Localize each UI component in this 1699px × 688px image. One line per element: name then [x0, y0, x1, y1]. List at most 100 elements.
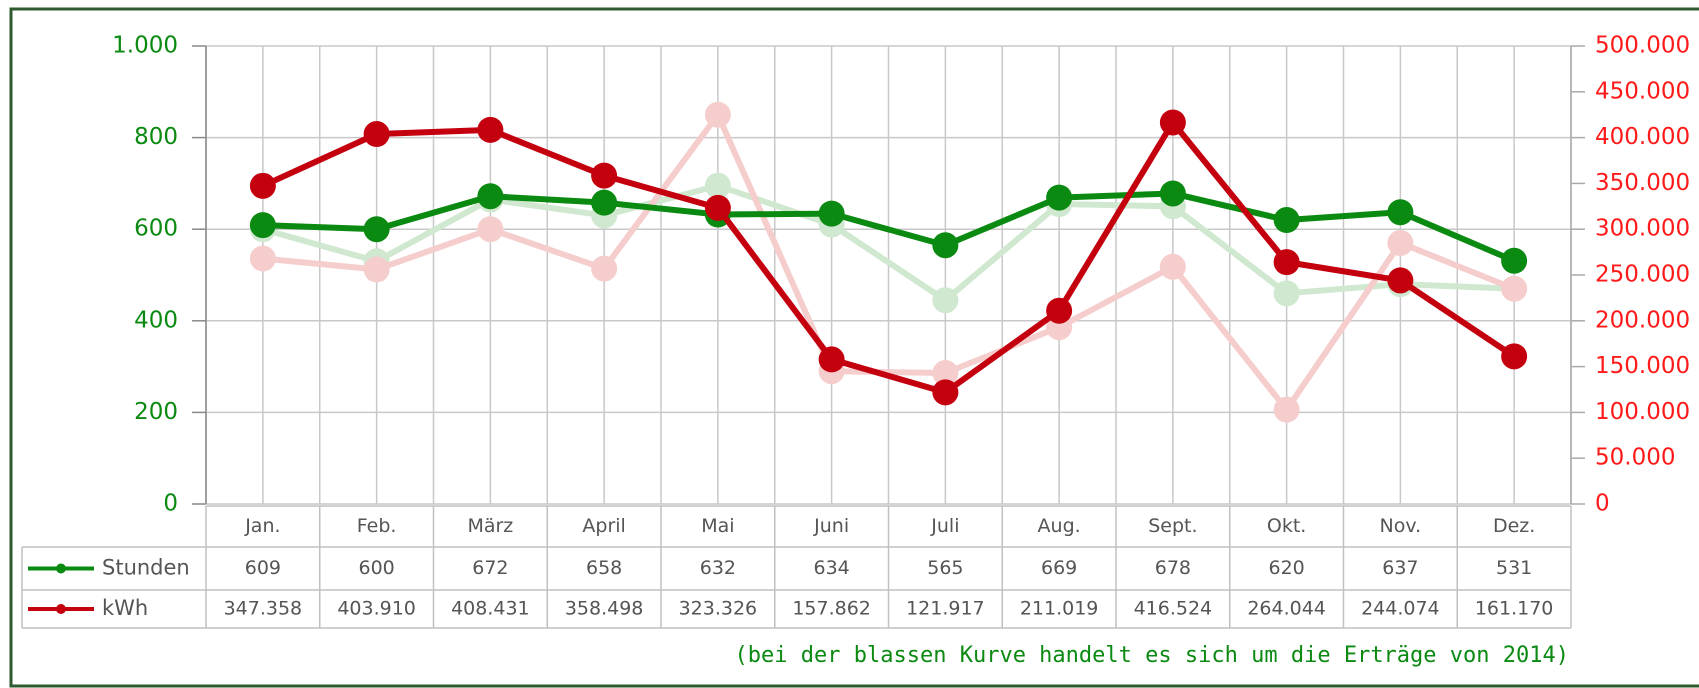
point — [932, 232, 959, 259]
table-cell: 531 — [1496, 557, 1532, 579]
point — [249, 172, 276, 199]
table-cell: 347.358 — [224, 598, 303, 620]
y-tick-label: 200 — [134, 399, 178, 425]
point — [591, 255, 618, 282]
point — [1387, 267, 1414, 294]
y2-tick-label: 150.000 — [1595, 353, 1690, 379]
table-cell: 669 — [1041, 557, 1077, 579]
point — [363, 121, 390, 148]
line — [262, 190, 1516, 264]
legend-label: Stunden — [102, 556, 190, 580]
table-cell: 632 — [700, 557, 736, 579]
table-cell: 678 — [1155, 557, 1191, 579]
table-cell: 264.044 — [1247, 598, 1326, 620]
point — [1501, 275, 1528, 302]
point — [477, 116, 504, 143]
point — [363, 216, 390, 243]
point — [591, 189, 618, 216]
y2-tick-label: 50.000 — [1595, 445, 1675, 471]
point — [932, 360, 959, 387]
point — [1387, 199, 1414, 226]
x-tick-label: Juni — [813, 515, 849, 537]
x-tick-label: März — [467, 515, 513, 537]
point — [1273, 280, 1300, 307]
table-cell: 323.326 — [679, 598, 758, 620]
table-cell: 620 — [1268, 557, 1304, 579]
x-tick-label: Juli — [930, 515, 959, 537]
point — [704, 194, 731, 221]
y2-tick-label: 350.000 — [1595, 170, 1690, 196]
point — [1273, 207, 1300, 234]
table-cell: 672 — [472, 557, 508, 579]
point — [1159, 109, 1186, 136]
y2-tick-label: 0 — [1595, 491, 1610, 517]
point — [704, 172, 731, 199]
table-cell: 408.431 — [451, 598, 530, 620]
point — [1046, 297, 1073, 324]
point — [363, 256, 390, 283]
point — [932, 287, 959, 314]
table-cell: 358.498 — [565, 598, 644, 620]
table-cell: 634 — [813, 557, 849, 579]
point — [591, 162, 618, 189]
x-tick-label: Feb. — [357, 515, 397, 537]
y2-tick-label: 100.000 — [1595, 399, 1690, 425]
x-tick-label: Dez. — [1493, 515, 1535, 537]
x-tick-label: Okt. — [1267, 515, 1306, 537]
y-tick-label: 400 — [134, 307, 178, 333]
table-cell: 416.524 — [1134, 598, 1213, 620]
x-tick-label: Nov. — [1380, 515, 1422, 537]
table-cell: 244.074 — [1361, 598, 1440, 620]
point — [818, 200, 845, 227]
x-tick-label: Aug. — [1038, 515, 1081, 537]
table-cell: 403.910 — [337, 598, 416, 620]
point — [1159, 180, 1186, 207]
table-cell: 157.862 — [792, 598, 871, 620]
x-tick-label: Jan. — [244, 515, 280, 537]
annotation: (bei der blassen Kurve handelt es sich u… — [735, 643, 1569, 668]
y-tick-label: 1.000 — [112, 33, 178, 59]
legend-marker — [56, 563, 66, 574]
point — [477, 216, 504, 243]
table-cell: 121.917 — [906, 598, 985, 620]
table-cell: 637 — [1382, 557, 1418, 579]
y2-tick-label: 200.000 — [1595, 307, 1690, 333]
x-tick-label: April — [582, 515, 625, 537]
point — [249, 245, 276, 272]
point — [1159, 253, 1186, 280]
point — [932, 379, 959, 406]
table-cell: 658 — [586, 557, 622, 579]
point — [1501, 343, 1528, 370]
point — [704, 101, 731, 128]
x-tick-label: Mai — [701, 515, 734, 537]
line — [262, 111, 1516, 413]
y-tick-label: 0 — [163, 491, 178, 517]
point — [249, 212, 276, 239]
table-cell: 211.019 — [1020, 598, 1099, 620]
y2-tick-label: 400.000 — [1595, 124, 1690, 150]
table-cell: 161.170 — [1475, 598, 1554, 620]
y2-tick-label: 450.000 — [1595, 78, 1690, 104]
point — [1273, 396, 1300, 423]
point — [818, 346, 845, 373]
y2-tick-label: 500.000 — [1595, 33, 1690, 59]
frame — [9, 7, 1699, 688]
y2-tick-label: 300.000 — [1595, 216, 1690, 242]
point — [1273, 249, 1300, 276]
line — [262, 182, 1515, 304]
point — [1387, 229, 1414, 256]
point — [477, 183, 504, 210]
table-cell: 565 — [927, 557, 963, 579]
y-tick-label: 600 — [134, 216, 178, 242]
line — [261, 119, 1516, 396]
table-cell: 609 — [245, 557, 281, 579]
legend-marker — [56, 604, 66, 614]
legend-label: kWh — [102, 596, 148, 620]
y-tick-label: 800 — [134, 124, 178, 150]
point — [1501, 247, 1528, 274]
table-cell: 600 — [358, 557, 394, 579]
x-tick-label: Sept. — [1148, 515, 1197, 537]
y2-tick-label: 250.000 — [1595, 262, 1690, 288]
point — [1046, 184, 1073, 211]
